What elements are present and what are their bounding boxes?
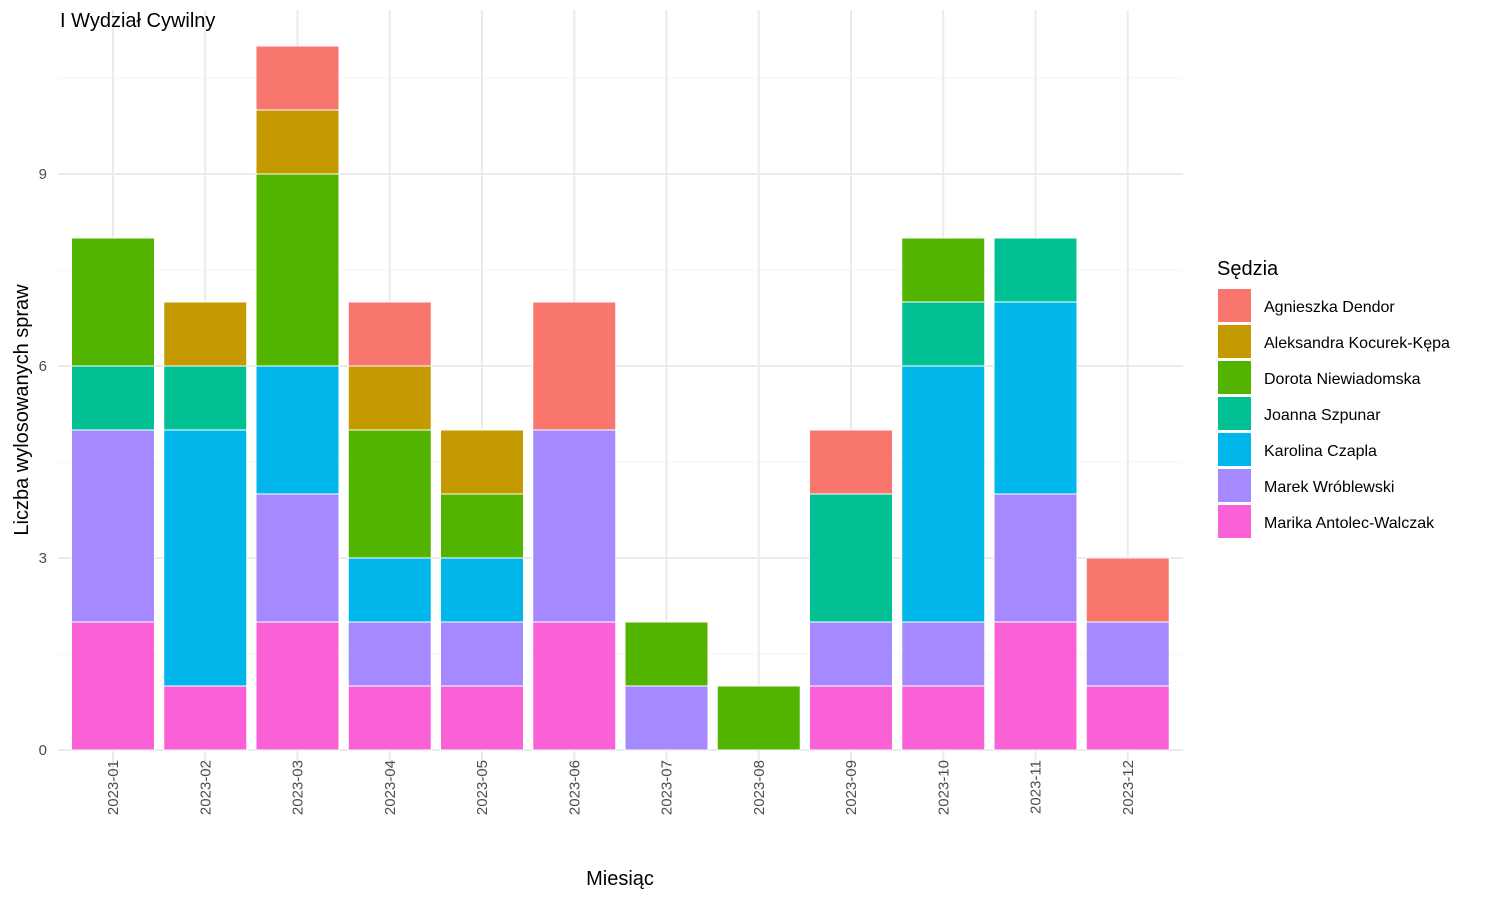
legend-label: Joanna Szpunar: [1264, 407, 1381, 424]
bar-segment: [532, 621, 617, 751]
bar-segment: [347, 429, 432, 559]
bar-segment: [809, 685, 893, 751]
bar-segment: [901, 685, 986, 751]
legend-title: Sędzia: [1217, 258, 1279, 280]
bar-segment: [809, 621, 893, 687]
bar-segment: [347, 301, 432, 367]
bar-segment: [163, 365, 248, 431]
bar-segment: [255, 173, 340, 367]
bar-segment: [993, 493, 1078, 623]
bar-segment: [1085, 621, 1170, 687]
y-tick-label: 0: [39, 742, 47, 759]
y-tick-label: 6: [39, 358, 47, 375]
legend-label: Aleksandra Kocurek-Kępa: [1264, 335, 1450, 352]
legend-label: Marek Wróblewski: [1264, 479, 1394, 496]
legend-swatch: [1218, 469, 1251, 502]
bar-segment: [532, 301, 617, 431]
legend-swatch: [1218, 361, 1251, 394]
bar-segment: [440, 429, 524, 495]
x-tick-label: 2023-05: [474, 760, 491, 815]
bar-segment: [347, 365, 432, 431]
chart-title: I Wydział Cywilny: [60, 10, 215, 32]
bar-segment: [71, 621, 155, 751]
x-tick-label: 2023-04: [382, 760, 399, 815]
x-tick-label: 2023-12: [1120, 760, 1137, 815]
bar-segment: [71, 429, 155, 623]
bar-segment: [809, 493, 893, 623]
bar-segment: [255, 109, 340, 175]
x-tick-label: 2023-08: [751, 760, 768, 815]
x-tick-label: 2023-03: [290, 760, 307, 815]
bar-segment: [901, 365, 986, 623]
legend-swatch: [1218, 397, 1251, 430]
x-tick-label: 2023-11: [1028, 760, 1045, 814]
bar-segment: [1085, 557, 1170, 623]
bar-segment: [163, 685, 248, 751]
x-tick-label: 2023-06: [566, 760, 583, 815]
bar-segment: [993, 301, 1078, 495]
bar-segment: [716, 685, 801, 751]
bar-segment: [71, 237, 155, 367]
y-axis-ticks: 0 3 6 9: [39, 166, 47, 759]
y-tick-label: 9: [39, 166, 47, 183]
legend-label: Dorota Niewiadomska: [1264, 371, 1421, 388]
x-tick-label: 2023-10: [935, 760, 952, 815]
bar-segment: [347, 557, 432, 623]
legend-label: Marika Antolec-Walczak: [1264, 515, 1435, 532]
bar-segment: [255, 365, 340, 495]
x-tick-label: 2023-09: [843, 760, 860, 815]
bar-segment: [255, 45, 340, 111]
bar-segment: [163, 429, 248, 687]
bar-segment: [993, 237, 1078, 303]
legend-swatch: [1218, 505, 1251, 538]
bar-segment: [255, 621, 340, 751]
bar-segment: [440, 557, 524, 623]
x-axis-title: Miesiąc: [586, 868, 654, 890]
legend-items: Agnieszka Dendor Aleksandra Kocurek-Kępa D…: [1218, 289, 1450, 538]
bar-segment: [624, 621, 709, 687]
y-tick-label: 3: [39, 550, 47, 567]
legend-swatch: [1218, 433, 1251, 466]
bar-segment: [347, 621, 432, 687]
x-tick-label: 2023-01: [105, 760, 122, 815]
bar-segment: [993, 621, 1078, 751]
bar-segment: [440, 493, 524, 559]
bar-segment: [163, 301, 248, 367]
legend-swatch: [1218, 289, 1251, 322]
x-tick-label: 2023-07: [659, 760, 676, 815]
legend: Sędzia Agnieszka Dendor Aleksandra Kocure…: [1217, 258, 1450, 538]
bar-segment: [440, 685, 524, 751]
bar-segment: [1085, 685, 1170, 751]
bar-segment: [624, 685, 709, 751]
x-tick-label: 2023-02: [197, 760, 214, 815]
bar-segment: [440, 621, 524, 687]
bar-segment: [71, 365, 155, 431]
legend-swatch: [1218, 325, 1251, 358]
bar-segment: [532, 429, 617, 623]
bar-segment: [901, 237, 986, 303]
bar-segment: [809, 429, 893, 495]
bar-segment: [901, 301, 986, 367]
bar-segment: [901, 621, 986, 687]
bars: [71, 45, 1170, 751]
legend-label: Agnieszka Dendor: [1264, 299, 1395, 316]
y-axis-title: Liczba wylosowanych spraw: [11, 284, 33, 536]
bar-segment: [347, 685, 432, 751]
bar-segment: [255, 493, 340, 623]
x-axis-ticks: 2023-01 2023-02 2023-03 2023-04 2023-05 2023-…: [105, 760, 1137, 815]
legend-label: Karolina Czapla: [1264, 443, 1377, 460]
